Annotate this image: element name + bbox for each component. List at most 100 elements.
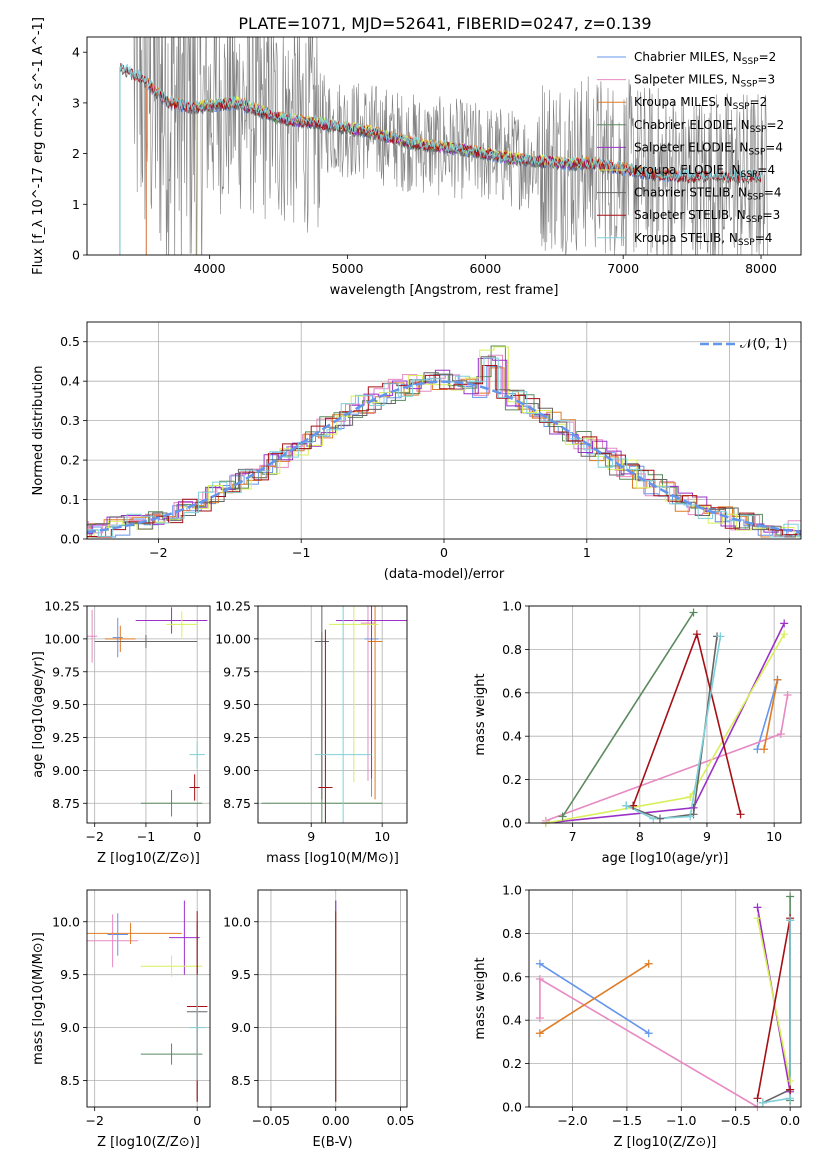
legend-label: Kroupa STELIB, NSSP=4 <box>634 231 772 248</box>
y-tick-label: 10.0 <box>52 914 80 929</box>
axes-frame-age-vs-mass <box>257 605 408 824</box>
y-tick-label: 1 <box>72 197 80 212</box>
axes-age-vs-z: −2 −1 0 8.75 9.00 9.25 9.50 9.75 10.00 10.25 Z [lo… <box>31 599 211 866</box>
weight-marker-salpeter_stelib <box>736 810 745 819</box>
x-tick-label: 7 <box>569 829 577 844</box>
x-tick-label: 10 <box>374 829 390 844</box>
y-tick-label: 9.75 <box>52 664 80 679</box>
axes-weight-vs-z: −2.0 −1.5 −1.0 −0.5 0.0 0.0 0.2 0.4 0.6 0.8 1.0 Z [… <box>473 883 802 1150</box>
y-tick-label: 10.25 <box>215 599 251 614</box>
weight-marker-chabrier_miles <box>753 745 762 754</box>
weight-marker-chabrier_elodie <box>689 608 698 617</box>
x-tick-label: −2 <box>85 1113 103 1128</box>
y-tick-label: 8.75 <box>52 796 80 811</box>
y-tick-label: 10.0 <box>223 914 251 929</box>
y-tick-label: 9.25 <box>52 730 80 745</box>
y-tick-label: 9.0 <box>231 1020 251 1035</box>
y-axis-label: mass weight <box>473 673 488 755</box>
axes-frame-mass-vs-z <box>86 889 211 1108</box>
weight-marker-salpeter_miles <box>783 690 792 699</box>
plot-area-residuals <box>87 345 801 538</box>
y-tick-label: 9.0 <box>60 1020 80 1035</box>
legend-label: Chabrier MILES, NSSP=2 <box>634 50 776 67</box>
weight-line-chabrier_miles <box>756 679 779 750</box>
weight-line-kroupa_miles <box>763 679 779 750</box>
legend-label: Chabrier STELIB, NSSP=4 <box>634 186 782 203</box>
y-tick-label: 0.2 <box>60 453 80 468</box>
y-tick-label: 0.2 <box>502 1056 522 1071</box>
weight-line-kroupa_stelib <box>626 636 722 820</box>
weight-line-kroupa_elodie <box>756 918 791 1082</box>
weight-marker-chabrier_elodie <box>558 812 567 821</box>
legend-label: Salpeter ELODIE, NSSP=4 <box>634 140 783 157</box>
axes-frame-weight-vs-age <box>528 605 802 824</box>
y-tick-label: 9.50 <box>223 697 251 712</box>
weight-marker-chabrier_miles <box>644 1029 653 1038</box>
y-tick-label: 9.50 <box>52 697 80 712</box>
axes-frame-residuals <box>86 321 802 540</box>
histogram-salpeter_stelib <box>87 365 801 538</box>
histogram-chabrier_miles <box>87 365 801 538</box>
y-tick-label: 9.75 <box>223 664 251 679</box>
y-axis-label: mass weight <box>473 957 488 1039</box>
y-tick-label: 0.6 <box>502 685 522 700</box>
weight-marker-kroupa_stelib <box>786 916 795 925</box>
weight-line-kroupa_elodie <box>545 633 785 823</box>
weight-marker-kroupa_miles <box>760 745 769 754</box>
y-tick-label: 0.3 <box>60 413 80 428</box>
x-tick-label: −0.5 <box>721 1113 751 1128</box>
y-tick-label: 10.00 <box>44 631 80 646</box>
y-tick-label: 0.0 <box>502 816 522 831</box>
x-tick-label: 1 <box>583 545 591 560</box>
x-tick-label: 5000 <box>332 261 364 276</box>
x-tick-label: 4000 <box>194 261 226 276</box>
x-tick-label: 10 <box>766 829 782 844</box>
weight-line-kroupa_miles <box>539 963 650 1034</box>
weight-marker-chabrier_stelib <box>655 814 664 823</box>
x-axis-label: Z [log10(Z/Z⊙)] <box>97 851 200 866</box>
weight-marker-salpeter_miles <box>535 1014 544 1023</box>
x-tick-label: 7000 <box>607 261 639 276</box>
weight-line-chabrier_elodie <box>561 612 695 817</box>
axes-frame-spectrum <box>86 36 802 256</box>
x-axis-label: mass [log10(M/M⊙)] <box>266 851 399 866</box>
y-tick-label: 0.4 <box>60 374 80 389</box>
weight-marker-chabrier_miles <box>535 959 544 968</box>
y-tick-label: 0.4 <box>502 1013 522 1028</box>
x-tick-label: −1.0 <box>666 1113 696 1128</box>
plot-area-age-vs-z <box>87 607 208 817</box>
weight-marker-salpeter_stelib <box>629 801 638 810</box>
axes-frame-weight-vs-z <box>528 889 802 1108</box>
y-tick-label: 1.0 <box>502 883 522 898</box>
plot-area-age-vs-mass <box>261 606 407 823</box>
y-tick-label: 0.1 <box>60 492 80 507</box>
weight-marker-kroupa_stelib <box>649 814 658 823</box>
weight-marker-salpeter_stelib <box>753 1094 762 1103</box>
model-spectrum-salpeter_stelib <box>119 62 762 184</box>
x-tick-label: −2 <box>149 545 167 560</box>
x-axis-label: Z [log10(Z/Z⊙)] <box>614 1135 717 1150</box>
x-axis-label: E(B-V) <box>312 1135 352 1150</box>
y-tick-label: 9.5 <box>60 967 80 982</box>
weight-marker-salpeter_miles <box>776 730 785 739</box>
x-tick-label: 0.00 <box>322 1113 350 1128</box>
x-tick-label: −2 <box>85 829 103 844</box>
weight-marker-salpeter_elodie <box>753 903 762 912</box>
plot-area-weight-vs-age <box>545 612 789 823</box>
weight-marker-kroupa_elodie <box>780 630 789 639</box>
histogram-kroupa_stelib <box>87 357 801 538</box>
weight-marker-kroupa_elodie <box>753 914 762 923</box>
y-tick-label: 3 <box>72 95 80 110</box>
x-tick-label: 9 <box>307 829 315 844</box>
axes-weight-vs-age: 7 8 9 10 0.0 0.2 0.4 0.6 0.8 1.0 age [log10(age/yr… <box>473 599 802 866</box>
histogram-chabrier_stelib <box>87 356 801 538</box>
y-tick-label: 8.5 <box>231 1073 251 1088</box>
axes-mass-vs-ebv: −0.05 0.00 0.05 8.5 9.0 9.5 10.0 E(B-V) <box>223 889 414 1150</box>
x-axis-label: age [log10(age/yr)] <box>602 851 729 866</box>
y-axis-label: Flux [f_λ 10^-17 erg cm^-2 s^-1 A^-1] <box>31 17 46 275</box>
x-tick-label: −2.0 <box>557 1113 587 1128</box>
weight-marker-kroupa_elodie <box>786 1076 795 1085</box>
x-tick-label: −1 <box>292 545 310 560</box>
y-tick-label: 0.2 <box>502 772 522 787</box>
x-tick-label: 9 <box>703 829 711 844</box>
